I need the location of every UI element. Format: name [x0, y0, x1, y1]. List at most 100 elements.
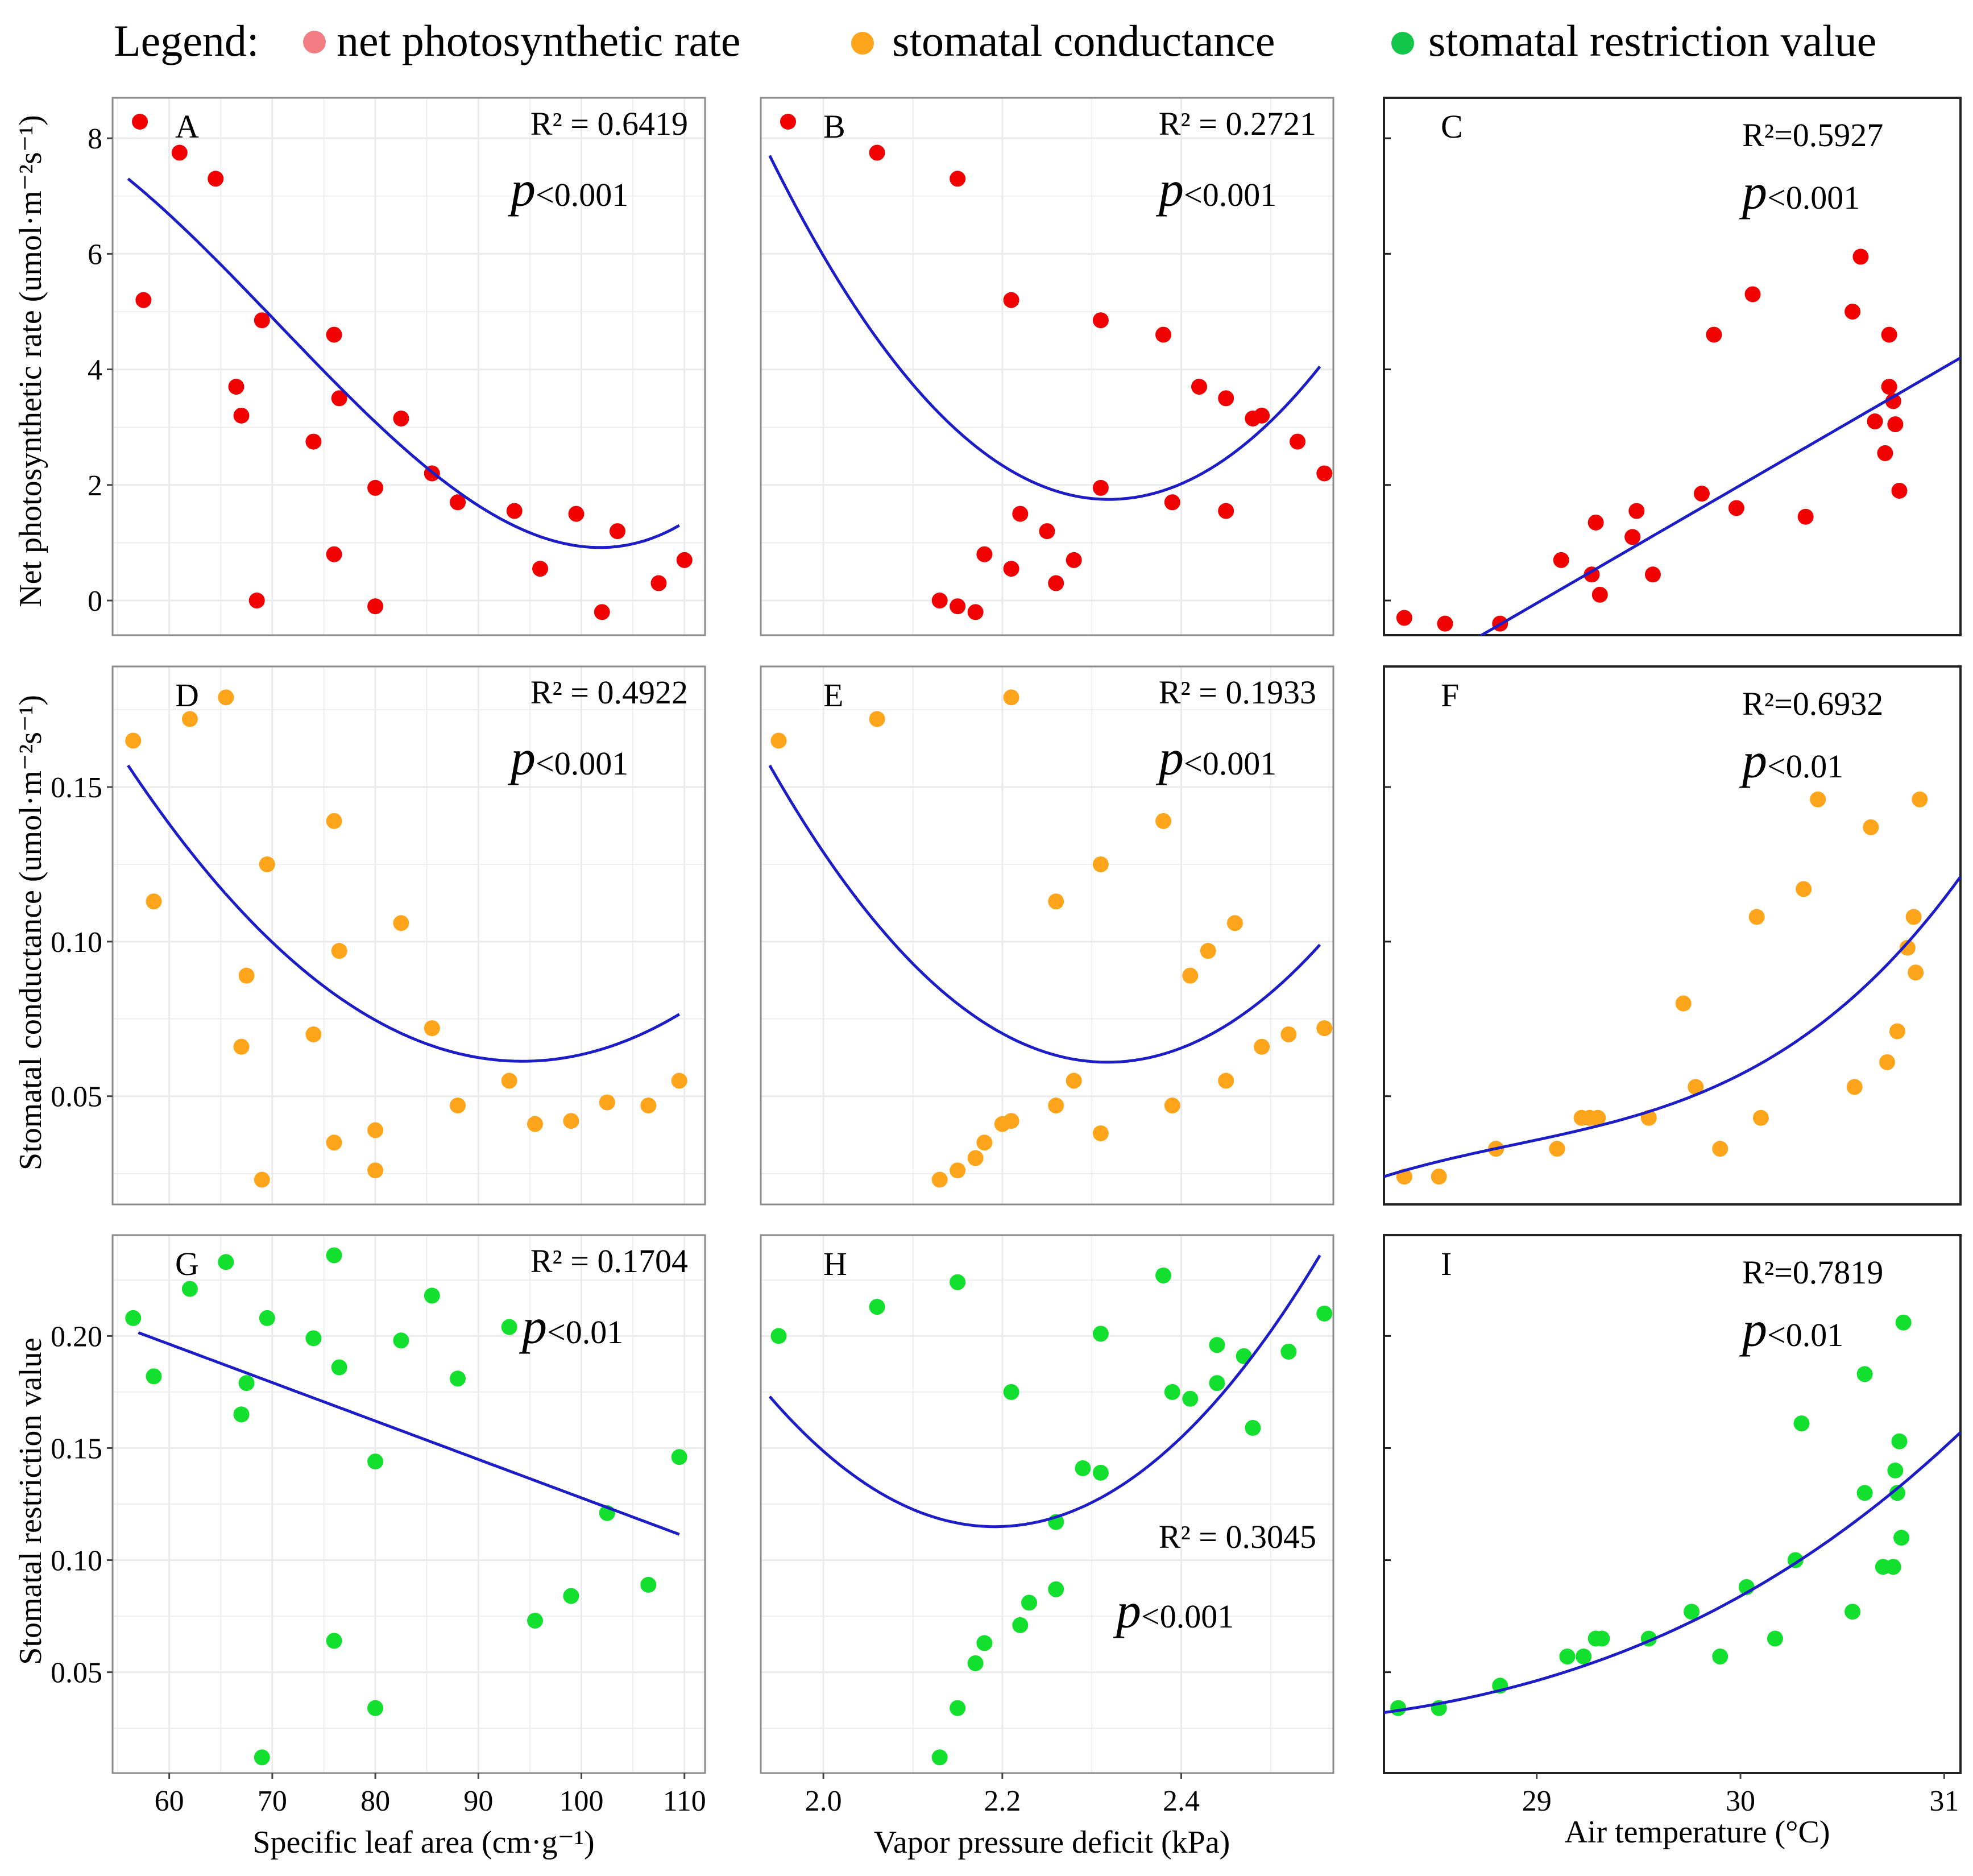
data-point — [305, 1026, 322, 1042]
data-point — [367, 1700, 384, 1716]
data-point — [1092, 479, 1109, 496]
data-point — [650, 575, 667, 591]
data-point — [1895, 1314, 1912, 1331]
data-point — [331, 943, 347, 959]
data-point — [1200, 943, 1216, 959]
data-point — [501, 1072, 517, 1089]
data-point — [527, 1116, 543, 1132]
data-point — [1881, 379, 1897, 395]
data-point — [967, 604, 984, 620]
r-squared-label: R²=0.7819 — [1742, 1254, 1883, 1291]
y-tick-label: 0.05 — [51, 1081, 102, 1113]
data-point — [640, 1098, 657, 1114]
data-point — [367, 1162, 384, 1179]
r-squared-label: R²=0.5927 — [1742, 117, 1883, 154]
data-point — [1075, 1460, 1091, 1476]
data-point — [1767, 1630, 1783, 1647]
plot-border — [1383, 97, 1962, 636]
data-point — [367, 1122, 384, 1138]
plot-border — [760, 97, 1334, 636]
data-point — [501, 1319, 517, 1335]
fit-curve — [1384, 1431, 1960, 1715]
data-point — [1437, 615, 1453, 632]
data-point — [1748, 909, 1765, 925]
data-point — [326, 813, 342, 829]
data-point — [869, 1299, 885, 1315]
y-tick-label: 0 — [88, 585, 102, 618]
data-point — [976, 546, 993, 562]
data-point — [563, 1588, 579, 1604]
x-tick-label: 30 — [1726, 1785, 1755, 1817]
x-tick-label: 90 — [463, 1785, 493, 1817]
data-point — [1155, 326, 1172, 343]
plot-border — [111, 1234, 706, 1774]
data-point — [1559, 1649, 1576, 1665]
plot-border — [760, 665, 1334, 1206]
data-point — [1396, 610, 1412, 626]
data-point — [326, 1633, 342, 1649]
data-point — [1280, 1026, 1297, 1042]
data-point — [238, 967, 255, 984]
data-point — [1844, 303, 1861, 320]
data-point — [950, 1274, 966, 1290]
panel-letter: A — [175, 108, 199, 145]
plot-background — [761, 666, 1333, 1204]
legend-label-net-photosynthetic-rate: net photosynthetic rate — [337, 16, 740, 65]
data-point — [1003, 1384, 1019, 1400]
data-point — [1628, 503, 1645, 519]
data-point — [233, 1038, 250, 1055]
panel-letter: I — [1441, 1245, 1452, 1282]
data-point — [1712, 1141, 1729, 1157]
data-point — [869, 711, 885, 727]
p-value-label: p<0.01 — [1739, 1302, 1843, 1357]
data-point — [1887, 416, 1904, 433]
data-point — [1587, 514, 1604, 531]
data-point — [393, 410, 409, 426]
data-point — [1644, 566, 1661, 583]
series-points — [135, 144, 693, 620]
series-points — [770, 1267, 1333, 1766]
data-point — [1003, 292, 1019, 308]
data-point — [1012, 506, 1029, 522]
data-point — [950, 598, 966, 615]
data-point — [1092, 1125, 1109, 1141]
data-point — [1712, 1649, 1729, 1665]
data-point — [1549, 1141, 1565, 1157]
series-points — [770, 689, 1333, 1188]
data-point — [450, 1098, 466, 1114]
data-point — [1092, 312, 1109, 329]
data-point — [599, 1094, 615, 1111]
data-point — [326, 326, 342, 343]
x-tick-label: 31 — [1929, 1785, 1959, 1817]
plot-background — [113, 666, 705, 1204]
data-point — [259, 1310, 275, 1326]
p-value-label: p<0.001 — [1155, 731, 1276, 786]
fit-curve — [768, 764, 1321, 1064]
data-point — [254, 312, 270, 329]
panel-F: F R²=0.6932 p<0.01 — [1383, 665, 1962, 1206]
x-tick-label: 2.0 — [805, 1785, 842, 1817]
y-tick-label: 0.20 — [51, 1320, 102, 1353]
fit-curve — [127, 764, 680, 1063]
panel-A: 0 2 4 6 8 A R² = 0.6419 p<0.001 — [88, 97, 706, 636]
data-point — [1003, 561, 1019, 577]
data-point — [1218, 390, 1234, 407]
series-points — [125, 689, 687, 1188]
fit-curve — [1384, 876, 1960, 1178]
data-point — [1092, 1464, 1109, 1481]
data-point — [1885, 393, 1901, 409]
data-point — [640, 1576, 657, 1593]
data-point — [1793, 1415, 1810, 1432]
series-points — [869, 144, 1333, 620]
data-point — [218, 1254, 234, 1270]
data-point — [1254, 407, 1270, 424]
data-point — [950, 1700, 966, 1716]
data-point — [1164, 494, 1180, 511]
data-point — [1316, 465, 1333, 482]
data-point — [1048, 1098, 1064, 1114]
data-point — [532, 561, 549, 577]
p-value-label: p<0.001 — [1739, 165, 1860, 220]
data-point — [1881, 326, 1897, 343]
y-tick-label: 0.10 — [51, 926, 102, 959]
plot-border — [1383, 1234, 1962, 1774]
